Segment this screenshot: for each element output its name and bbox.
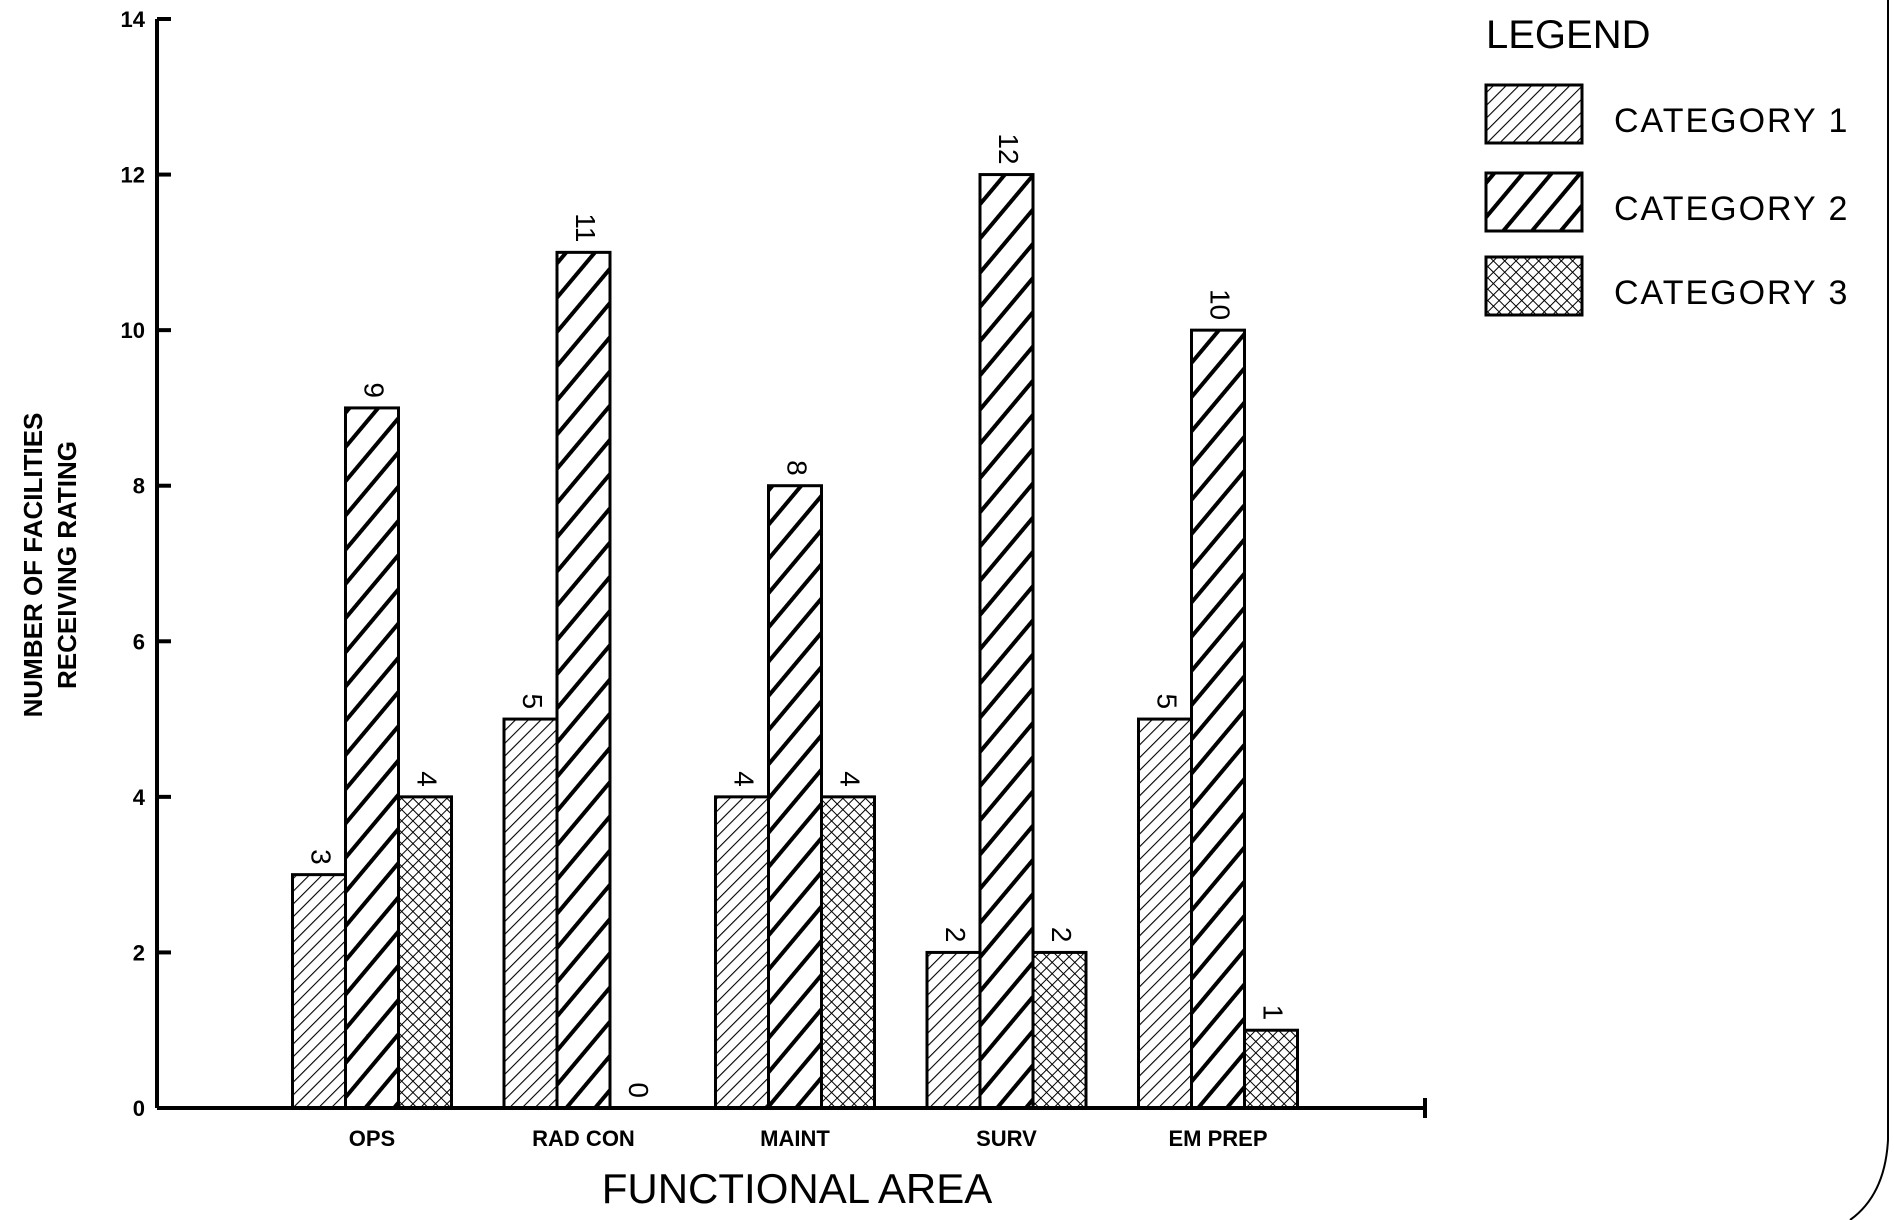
- bar: [767, 484, 823, 1110]
- bar: [344, 406, 400, 1110]
- data-label: 4: [412, 771, 443, 787]
- bar: [1137, 717, 1193, 1110]
- bar: [502, 717, 559, 1110]
- y-tick-label: 12: [121, 163, 145, 188]
- data-label: 8: [782, 460, 813, 476]
- y-axis-title: NUMBER OF FACILITIES RECEIVING RATING: [18, 413, 82, 718]
- y-tick-label: 0: [133, 1096, 145, 1121]
- bar: [820, 795, 876, 1110]
- legend-swatch: [1484, 171, 1584, 233]
- x-tick-label: OPS: [349, 1126, 395, 1151]
- data-label: 4: [835, 771, 866, 787]
- legend-label: CATEGORY 2: [1614, 190, 1849, 228]
- y-axis-title-line: RECEIVING RATING: [52, 441, 82, 689]
- data-label: 2: [1046, 927, 1077, 943]
- y-tick-label: 6: [133, 629, 145, 654]
- bar: [397, 795, 453, 1110]
- data-label: 11: [570, 213, 601, 242]
- legend-label: CATEGORY 3: [1614, 274, 1849, 312]
- x-axis-title: FUNCTIONAL AREA: [602, 1165, 993, 1212]
- legend-swatch: [1484, 83, 1584, 145]
- legend-swatch: [1484, 255, 1584, 317]
- data-label: 10: [1205, 289, 1236, 320]
- y-tick-label: 10: [121, 318, 145, 343]
- data-label: 2: [940, 927, 971, 943]
- page-edge: [1849, 0, 1889, 1220]
- y-tick-label: 2: [133, 940, 145, 965]
- y-tick-label: 8: [133, 474, 145, 499]
- bar: [291, 873, 347, 1110]
- data-label: 4: [729, 771, 760, 787]
- data-label: 5: [1152, 693, 1183, 709]
- y-tick-label: 14: [121, 7, 146, 32]
- legend-title: LEGEND: [1486, 13, 1651, 57]
- x-tick-label: MAINT: [760, 1126, 830, 1151]
- y-axis-title-line: NUMBER OF FACILITIES: [18, 413, 48, 718]
- x-tick-label: SURV: [976, 1126, 1037, 1151]
- bar: [1031, 950, 1088, 1110]
- bar: [714, 795, 770, 1110]
- x-tick-label: RAD CON: [532, 1126, 635, 1151]
- data-label: 3: [306, 849, 337, 865]
- data-label: 1: [1258, 1005, 1289, 1021]
- bar: [555, 250, 612, 1110]
- bar: [978, 173, 1035, 1110]
- y-tick-label: 4: [133, 785, 146, 810]
- bar: [1190, 328, 1246, 1110]
- legend-label: CATEGORY 1: [1614, 102, 1849, 140]
- data-label: 0: [623, 1082, 654, 1098]
- bar: [925, 950, 982, 1110]
- x-tick-label: EM PREP: [1168, 1126, 1267, 1151]
- data-label: 12: [993, 133, 1024, 164]
- data-label: 5: [517, 693, 548, 709]
- data-label: 9: [359, 382, 390, 398]
- bar: [1243, 1028, 1299, 1110]
